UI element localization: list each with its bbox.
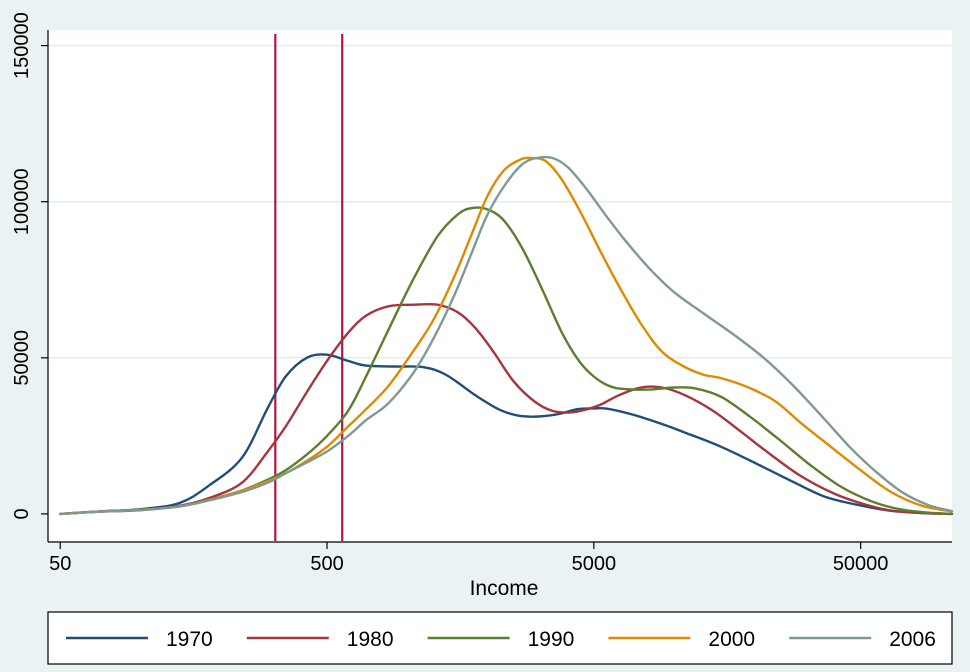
series-line-1990 [59,206,954,516]
legend-label-2006: 2006 [889,628,936,651]
x-tick-label: 50000 [833,553,889,575]
x-tick-label: 5000 [572,553,617,575]
y-tick-label: 150000 [11,12,33,79]
x-axis-title: Income [470,577,539,600]
series-line-1970 [59,353,954,516]
gridlines [48,44,952,359]
y-tick-label: 100000 [11,168,33,235]
plot-area [48,30,952,542]
reference-lines [274,34,344,541]
legend-label-1970: 1970 [166,628,213,651]
axes: 0 50000 100000 150000 50 500 5000 50000 [11,12,952,575]
x-tick-label: 500 [310,553,343,575]
legend: 1970 1980 1990 2000 2006 [47,611,953,665]
series-line-2006 [59,155,954,516]
legend-label-1980: 1980 [347,628,394,651]
x-tick-label: 50 [49,553,71,575]
series-lines [59,155,954,516]
y-tick-label: 0 [11,508,33,519]
legend-label-2000: 2000 [708,628,755,651]
legend-label-1990: 1990 [528,628,575,651]
series-line-1980 [59,302,954,516]
y-tick-label: 50000 [11,330,33,386]
